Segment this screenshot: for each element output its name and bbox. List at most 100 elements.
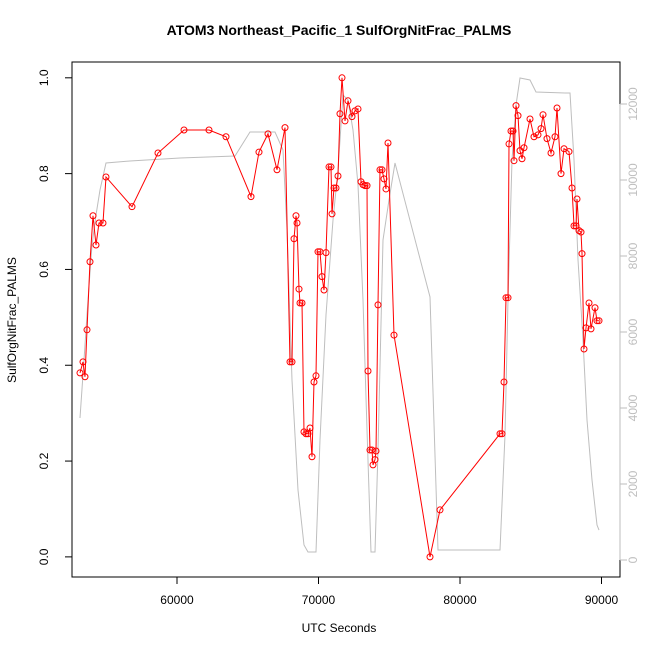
data-point: [593, 317, 601, 325]
data-point: [102, 173, 110, 181]
data-point: [374, 301, 382, 309]
data-point: [368, 446, 376, 454]
data-point: [322, 249, 330, 257]
data-point: [314, 248, 322, 256]
data-point: [348, 113, 356, 121]
data-point: [205, 126, 213, 134]
y-tick-label: 0.8: [37, 165, 51, 182]
data-point: [76, 369, 84, 377]
y-tick-label: 0.2: [37, 452, 51, 469]
data-point: [526, 115, 534, 123]
data-point: [336, 110, 344, 118]
data-point: [520, 144, 528, 152]
data-point: [86, 258, 94, 266]
data-point: [582, 324, 590, 332]
data-point: [320, 286, 328, 294]
data-point: [328, 210, 336, 218]
data-point: [327, 163, 335, 171]
data-point: [585, 299, 593, 307]
data-point: [580, 345, 588, 353]
data-point: [334, 172, 342, 180]
data-point: [264, 130, 272, 138]
data-point: [539, 111, 547, 119]
series-line: [79, 77, 600, 553]
data-point: [308, 453, 316, 461]
data-point: [518, 155, 526, 163]
data-point: [380, 175, 388, 183]
data-point: [505, 140, 513, 148]
data-point: [296, 299, 304, 307]
data-point: [565, 148, 573, 156]
data-point: [341, 117, 349, 125]
data-point: [553, 104, 561, 112]
data-point: [577, 228, 585, 236]
y-tick-label: 0.6: [37, 261, 51, 278]
data-point: [128, 203, 136, 211]
data-point: [426, 553, 434, 561]
data-point: [290, 235, 298, 243]
data-point: [507, 127, 515, 135]
data-point: [500, 378, 508, 386]
data-point: [180, 126, 188, 134]
data-point: [595, 317, 603, 325]
data-point: [504, 294, 512, 302]
data-point: [371, 456, 379, 464]
y2-tick-label: 12000: [626, 87, 640, 121]
y-tick-label: 0.4: [37, 357, 51, 374]
data-point: [512, 102, 520, 110]
data-point: [222, 133, 230, 141]
y2-tick-label: 6000: [626, 318, 640, 345]
data-point: [575, 227, 583, 235]
data-point: [292, 212, 300, 220]
data-point: [361, 182, 369, 190]
data-point: [496, 430, 504, 438]
data-point: [99, 219, 107, 227]
data-point: [95, 219, 103, 227]
data-point: [390, 331, 398, 339]
data-point: [312, 372, 320, 380]
y-tick-label: 1.0: [37, 69, 51, 86]
data-point: [300, 428, 308, 436]
data-point: [298, 299, 306, 307]
data-point: [376, 166, 384, 174]
y-tick-label: 0.0: [37, 548, 51, 565]
data-point: [318, 273, 326, 281]
data-point: [436, 506, 444, 514]
y-axis-label: SulfOrgNitFrac_PALMS: [5, 257, 19, 383]
data-point: [551, 133, 559, 141]
data-point: [384, 139, 392, 147]
data-point: [514, 112, 522, 120]
y2-tick-label: 4000: [626, 394, 640, 421]
y2-tick-label: 2000: [626, 470, 640, 497]
data-point: [587, 325, 595, 333]
data-point: [247, 193, 255, 201]
y2-tick-label: 0: [626, 556, 640, 563]
x-tick-label: 80000: [443, 593, 477, 607]
data-point: [83, 326, 91, 334]
data-point: [295, 285, 303, 293]
data-point: [330, 184, 338, 192]
data-point: [354, 105, 362, 113]
data-point: [570, 222, 578, 230]
x-axis-label: UTC Seconds: [302, 621, 377, 635]
data-point: [79, 358, 87, 366]
data-point: [573, 195, 581, 203]
data-point: [255, 148, 263, 156]
data-point: [498, 430, 506, 438]
data-point: [364, 367, 372, 375]
y2-tick-label: 8000: [626, 242, 640, 269]
data-point: [293, 219, 301, 227]
data-point: [81, 373, 89, 381]
data-point: [578, 250, 586, 258]
data-point: [154, 149, 162, 157]
data-point: [306, 424, 314, 432]
data-point: [89, 212, 97, 220]
data-point: [286, 358, 294, 366]
x-tick-label: 60000: [160, 593, 194, 607]
data-point: [547, 149, 555, 157]
x-tick-label: 70000: [302, 593, 336, 607]
data-point: [543, 135, 551, 143]
data-point: [509, 127, 517, 135]
data-point: [310, 378, 318, 386]
